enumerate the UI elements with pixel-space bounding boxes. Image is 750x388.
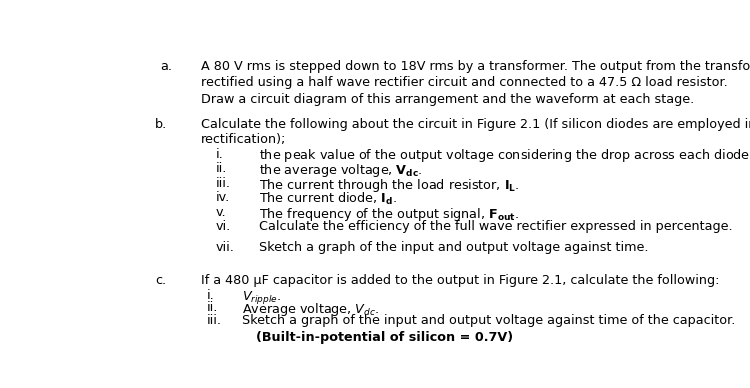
Text: Draw a circuit diagram of this arrangement and the waveform at each stage.: Draw a circuit diagram of this arrangeme… xyxy=(201,93,694,106)
Text: ii.: ii. xyxy=(207,301,218,314)
Text: The frequency of the output signal, $\mathbf{F_{out}}$.: The frequency of the output signal, $\ma… xyxy=(260,206,520,222)
Text: (Built-in-potential of silicon = 0.7V): (Built-in-potential of silicon = 0.7V) xyxy=(256,331,513,344)
Text: ii.: ii. xyxy=(216,163,227,175)
Text: iii.: iii. xyxy=(216,177,231,190)
Text: Average voltage, $V_{dc}$.: Average voltage, $V_{dc}$. xyxy=(242,301,380,318)
Text: Sketch a graph of the input and output voltage against time.: Sketch a graph of the input and output v… xyxy=(260,241,649,255)
Text: v.: v. xyxy=(216,206,226,218)
Text: b.: b. xyxy=(154,118,167,131)
Text: rectified using a half wave rectifier circuit and connected to a 47.5 Ω load res: rectified using a half wave rectifier ci… xyxy=(201,76,728,90)
Text: vii.: vii. xyxy=(216,241,235,255)
Text: rectification);: rectification); xyxy=(201,133,286,146)
Text: i.: i. xyxy=(207,289,214,301)
Text: vi.: vi. xyxy=(216,220,231,233)
Text: A 80 V rms is stepped down to 18V rms by a transformer. The output from the tran: A 80 V rms is stepped down to 18V rms by… xyxy=(201,60,750,73)
Text: $V_{ripple}$.: $V_{ripple}$. xyxy=(242,289,281,306)
Text: Calculate the following about the circuit in Figure 2.1 (If silicon diodes are e: Calculate the following about the circui… xyxy=(201,118,750,131)
Text: The current diode, $\mathbf{I_d}$.: The current diode, $\mathbf{I_d}$. xyxy=(260,191,398,207)
Text: the peak value of the output voltage considering the drop across each diode, $V_: the peak value of the output voltage con… xyxy=(260,148,750,166)
Text: iii.: iii. xyxy=(207,314,222,327)
Text: iv.: iv. xyxy=(216,191,230,204)
Text: a.: a. xyxy=(160,60,172,73)
Text: c.: c. xyxy=(154,274,166,287)
Text: i.: i. xyxy=(216,148,223,161)
Text: Sketch a graph of the input and output voltage against time of the capacitor.: Sketch a graph of the input and output v… xyxy=(242,314,735,327)
Text: Calculate the efficiency of the full wave rectifier expressed in percentage.: Calculate the efficiency of the full wav… xyxy=(260,220,733,233)
Text: the average voltage, $\mathbf{V_{dc}}$.: the average voltage, $\mathbf{V_{dc}}$. xyxy=(260,163,423,180)
Text: If a 480 μF capacitor is added to the output in Figure 2.1, calculate the follow: If a 480 μF capacitor is added to the ou… xyxy=(201,274,720,287)
Text: The current through the load resistor, $\mathbf{I_L}$.: The current through the load resistor, $… xyxy=(260,177,520,194)
